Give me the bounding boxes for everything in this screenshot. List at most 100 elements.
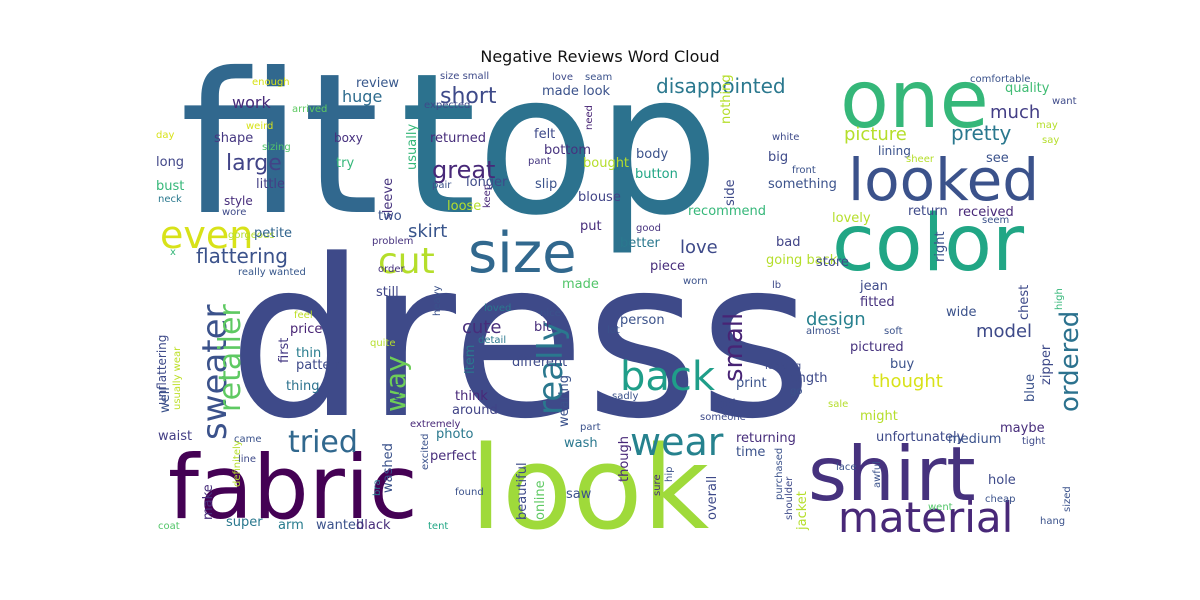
word-body: body xyxy=(636,147,668,162)
word-tent: tent xyxy=(428,521,448,532)
word-retailer: retailer xyxy=(213,304,248,412)
word-huge: huge xyxy=(342,87,382,106)
word-style: style xyxy=(224,194,253,208)
word-well: well xyxy=(158,387,173,413)
word-wash: wash xyxy=(564,436,598,451)
word-put: put xyxy=(580,219,602,234)
word-size: size xyxy=(468,221,577,286)
word-expected: expected xyxy=(424,100,470,111)
word-fit: fit xyxy=(180,31,379,258)
word-awful: awful xyxy=(872,461,883,488)
word-fabric: fabric xyxy=(168,436,418,539)
word-gorgeous: gorgeous xyxy=(228,230,275,241)
word-disappointed: disappointed xyxy=(656,74,786,98)
word-returning: returning xyxy=(736,431,796,446)
word-return: return xyxy=(908,204,948,219)
word-detail: detail xyxy=(478,335,506,346)
word-cut: cut xyxy=(378,241,435,282)
word-white: white xyxy=(772,132,799,143)
word-perfect: perfect xyxy=(430,449,476,464)
word-length: length xyxy=(786,371,827,386)
word-slip: slip xyxy=(535,177,557,192)
word-lining: lining xyxy=(878,144,911,158)
word-feel: feel xyxy=(294,310,313,321)
word-run: run xyxy=(392,383,403,400)
word-good: good xyxy=(636,223,661,234)
word-day: day xyxy=(156,130,174,141)
word-wore: wore xyxy=(222,207,246,218)
word-going-back: going back xyxy=(766,253,838,268)
word-jean: jean xyxy=(859,279,888,294)
word-looking: looking xyxy=(765,361,801,372)
word-petite: petite xyxy=(254,226,292,241)
word-shape: shape xyxy=(214,131,253,146)
word-soft: soft xyxy=(884,326,903,337)
word-wearing: wearing xyxy=(557,375,572,427)
word-hole: hole xyxy=(988,473,1016,488)
word-color: color xyxy=(832,199,1025,289)
word-cheap: cheap xyxy=(985,494,1015,505)
word-large: large xyxy=(226,151,282,176)
word-first: first xyxy=(277,338,292,363)
word-still: still xyxy=(376,285,399,300)
word-saw: saw xyxy=(566,487,592,502)
word-person: person xyxy=(620,313,665,328)
word-worn: worn xyxy=(683,276,708,287)
word-bottom: bottom xyxy=(544,143,591,158)
word-wear: wear xyxy=(630,420,724,464)
word-seam: seam xyxy=(585,72,612,83)
word-dress: dress xyxy=(228,214,813,467)
word-think: think xyxy=(455,389,488,404)
word-chest: chest xyxy=(1017,285,1032,320)
word-arm: arm xyxy=(278,518,304,533)
word-thin: thin xyxy=(296,346,321,361)
word-pictured: pictured xyxy=(850,340,904,355)
word-love: love xyxy=(552,72,573,83)
word-looked: looked xyxy=(848,146,1039,214)
word-purchased: purchased xyxy=(774,448,785,500)
word-felt: felt xyxy=(534,127,555,142)
word-usually: usually xyxy=(405,124,420,170)
word-unflattering: unflattering xyxy=(155,335,169,405)
word-usually-wear: usually wear xyxy=(172,346,183,410)
word-neck: neck xyxy=(158,194,182,205)
word-made: made xyxy=(562,277,599,292)
word-excited: excited xyxy=(420,434,431,470)
word-quite: quite xyxy=(370,338,396,349)
word-something: something xyxy=(768,177,837,192)
word-part: part xyxy=(580,422,601,433)
word-wide: wide xyxy=(946,305,977,320)
word-try: try xyxy=(336,156,354,171)
word-boxy: boxy xyxy=(334,131,363,145)
word-beautiful: beautiful xyxy=(515,462,530,520)
word-problem: problem xyxy=(372,236,413,247)
word-though: though xyxy=(617,436,632,482)
word-thought: thought xyxy=(872,371,943,392)
word-big: big xyxy=(768,150,788,165)
word-store: store xyxy=(816,255,849,270)
word-unfortunately: unfortunately xyxy=(876,430,965,445)
word-coat: coat xyxy=(158,521,180,532)
word-small: small xyxy=(719,313,749,382)
word-black: black xyxy=(356,518,391,533)
word-design: design xyxy=(806,309,866,330)
word-tight: tight xyxy=(1022,436,1045,447)
word-overall: overall xyxy=(705,476,720,520)
word-keep: keep xyxy=(482,184,493,208)
word-thing: thing xyxy=(286,379,319,394)
word-skirt: skirt xyxy=(408,221,447,242)
word-extremely: extremely xyxy=(410,419,461,430)
word-bust: bust xyxy=(156,179,184,194)
word-time: time xyxy=(736,445,765,460)
word-need: need xyxy=(584,105,595,130)
word-right: right xyxy=(933,231,948,262)
word-material: material xyxy=(838,493,1013,542)
word-went: went xyxy=(928,502,953,513)
word-comfortable: comfortable xyxy=(970,74,1030,85)
word-bad: bad xyxy=(776,235,800,250)
word-sizing: sizing xyxy=(262,142,291,153)
word-front: front xyxy=(792,165,816,176)
word-bought: bought xyxy=(583,156,629,171)
word-look: look xyxy=(470,422,710,556)
